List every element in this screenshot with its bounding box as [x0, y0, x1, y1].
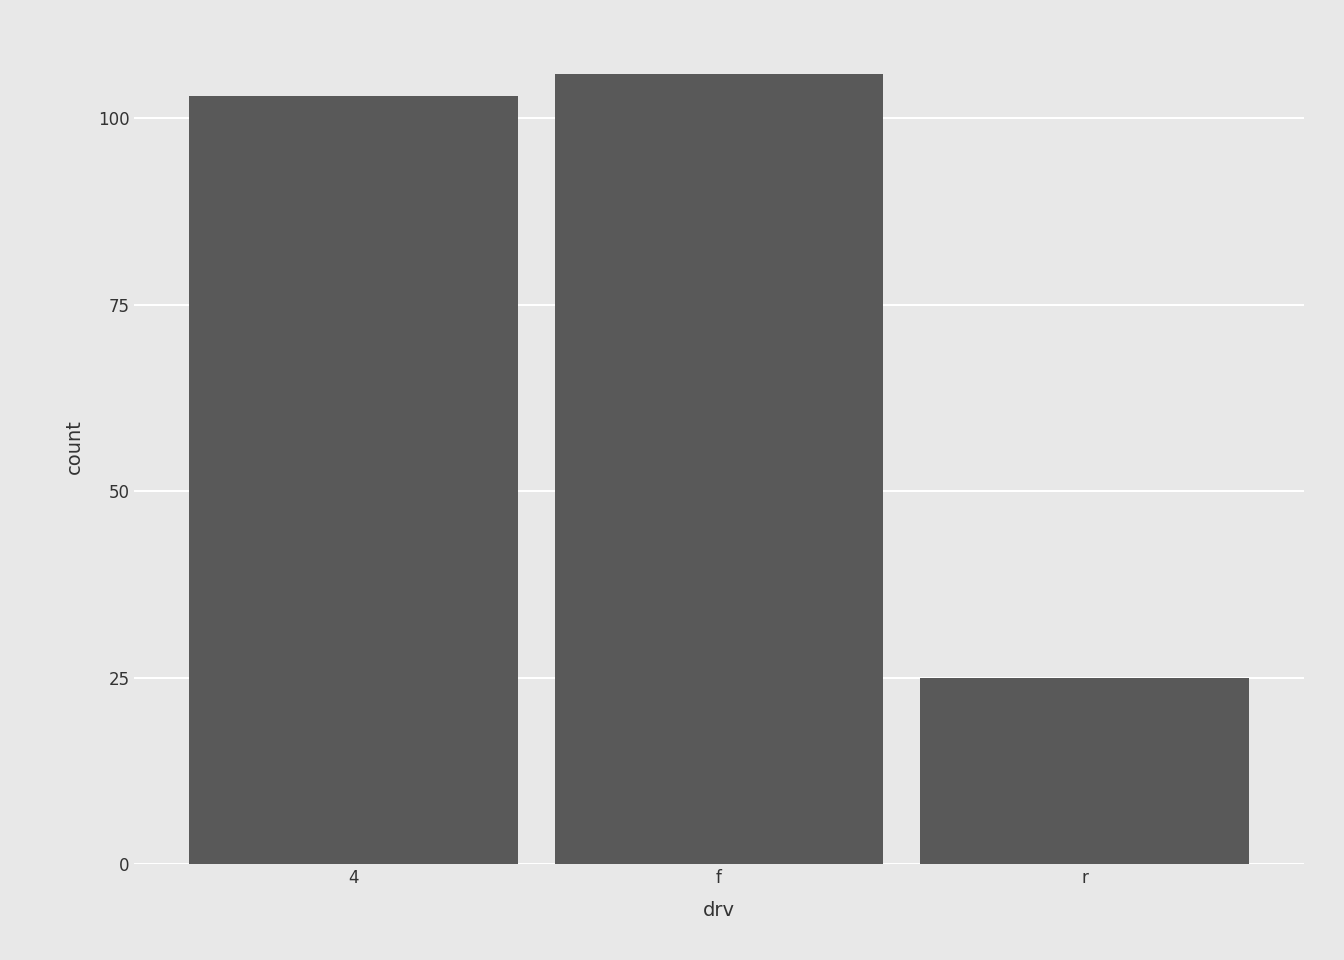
- Bar: [555, 74, 883, 864]
- Bar: [190, 96, 517, 864]
- X-axis label: drv: drv: [703, 900, 735, 920]
- Y-axis label: count: count: [65, 419, 85, 474]
- Bar: [921, 678, 1249, 864]
